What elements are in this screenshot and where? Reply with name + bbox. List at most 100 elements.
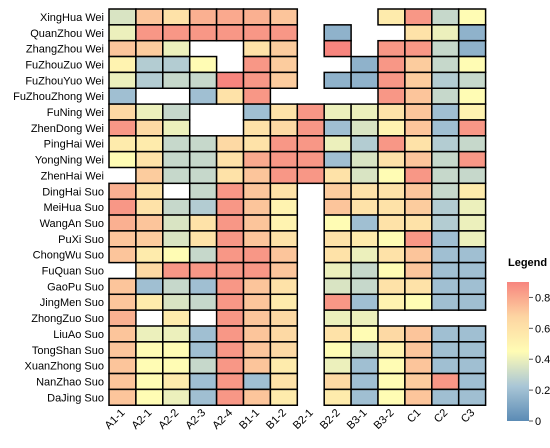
heatmap-cell: [215, 388, 245, 406]
heatmap-cell: [269, 388, 299, 406]
heatmap-cell: [242, 39, 272, 58]
column-label: C2: [432, 407, 450, 425]
heatmap-cell: [431, 214, 460, 232]
row-label: TongShan Suo: [32, 345, 104, 357]
column-label: B2-2: [318, 407, 343, 432]
heatmap-cell: [457, 293, 487, 311]
heatmap-cell: [350, 261, 379, 280]
heatmap-cell: [269, 356, 299, 375]
heatmap-cell: [242, 309, 272, 327]
heatmap-cell: [188, 372, 218, 391]
heatmap-cell: [296, 119, 325, 137]
heatmap-cell: [162, 230, 191, 248]
heatmap-cell: [296, 135, 325, 153]
heatmap-cell: [269, 293, 299, 311]
heatmap-cell: [431, 182, 460, 200]
heatmap-cell: [377, 150, 406, 169]
heatmap-cell: [457, 8, 487, 26]
row-label: YongNing Wei: [35, 155, 104, 167]
heatmap-cell: [350, 71, 379, 90]
heatmap-cell: [404, 103, 433, 121]
heatmap-cell: [350, 150, 379, 169]
heatmap-cell: [457, 246, 487, 264]
heatmap-cell: [323, 293, 352, 311]
heatmap-cell: [377, 71, 406, 90]
heatmap-cell: [162, 8, 191, 26]
row-label: ZhenDong Wei: [31, 123, 104, 135]
heatmap-cell: [323, 198, 352, 216]
heatmap-cell: [431, 39, 460, 58]
heatmap-cell: [404, 71, 433, 90]
heatmap-cell: [188, 55, 218, 74]
heatmap-cell: [404, 135, 433, 153]
heatmap-cell: [431, 24, 460, 42]
legend-tick-label: 0.6: [535, 323, 550, 335]
heatmap-cell: [162, 388, 191, 406]
heatmap-cell: [350, 166, 379, 185]
heatmap-cell: [135, 214, 164, 232]
heatmap-cell: [404, 166, 433, 185]
heatmap-cell: [377, 103, 406, 121]
heatmap-cell: [350, 230, 379, 248]
heatmap-cell: [431, 388, 460, 406]
heatmap-cell: [162, 119, 191, 137]
row-label: DingHai Suo: [42, 186, 104, 198]
heatmap-cell: [242, 388, 272, 406]
heatmap-cell: [457, 119, 487, 137]
heatmap-cell: [108, 39, 137, 58]
heatmap-cell: [269, 39, 299, 58]
heatmap-cell: [242, 261, 272, 280]
heatmap-cell: [242, 103, 272, 121]
heatmap-cell: [404, 372, 433, 391]
heatmap-cell: [457, 261, 487, 280]
heatmap-cell: [188, 230, 218, 248]
heatmap-cell: [135, 150, 164, 169]
heatmap-cell: [108, 246, 137, 264]
heatmap-cell: [377, 356, 406, 375]
legend-tick-label: 0.4: [535, 354, 550, 366]
heatmap-cell: [135, 293, 164, 311]
heatmap-cell: [188, 166, 218, 185]
row-label: XingHua Wei: [40, 12, 104, 24]
heatmap-cell: [404, 277, 433, 296]
heatmap-cell: [431, 356, 460, 375]
heatmap-cell: [215, 8, 245, 26]
heatmap-cell: [377, 8, 406, 26]
heatmap-cell: [162, 55, 191, 74]
heatmap-cell: [162, 309, 191, 327]
heatmap-cell: [188, 246, 218, 264]
heatmap-cell: [108, 8, 137, 26]
heatmap-cell: [242, 230, 272, 248]
heatmap-cell: [108, 388, 137, 406]
heatmap-cell: [457, 39, 487, 58]
legend-tick-label: 0.2: [535, 385, 550, 397]
heatmap-cell: [431, 372, 460, 391]
heatmap-cell: [188, 277, 218, 296]
heatmap-cell: [215, 293, 245, 311]
heatmap-cell: [135, 182, 164, 200]
heatmap-cell: [457, 277, 487, 296]
heatmap-cell: [269, 8, 299, 26]
column-label: B2-1: [291, 407, 316, 432]
heatmap-cell: [350, 119, 379, 137]
heatmap-cell: [215, 87, 245, 105]
heatmap-cell: [431, 230, 460, 248]
heatmap-cell: [350, 135, 379, 153]
heatmap-cell: [350, 198, 379, 216]
heatmap-cell: [457, 356, 487, 375]
heatmap-cell: [108, 87, 137, 105]
heatmap-cell: [350, 341, 379, 359]
heatmap-cell: [323, 325, 352, 343]
heatmap-cell: [215, 71, 245, 90]
heatmap-cell: [188, 356, 218, 375]
heatmap-cell: [188, 198, 218, 216]
heatmap-cell: [323, 309, 352, 327]
heatmap-cell: [162, 198, 191, 216]
heatmap-cell: [323, 388, 352, 406]
heatmap-cell: [269, 261, 299, 280]
heatmap-cell: [188, 87, 218, 105]
heatmap-cell: [162, 293, 191, 311]
heatmap-cell: [269, 182, 299, 200]
row-label: XuanZhong Suo: [24, 361, 104, 373]
heatmap-cell: [431, 8, 460, 26]
